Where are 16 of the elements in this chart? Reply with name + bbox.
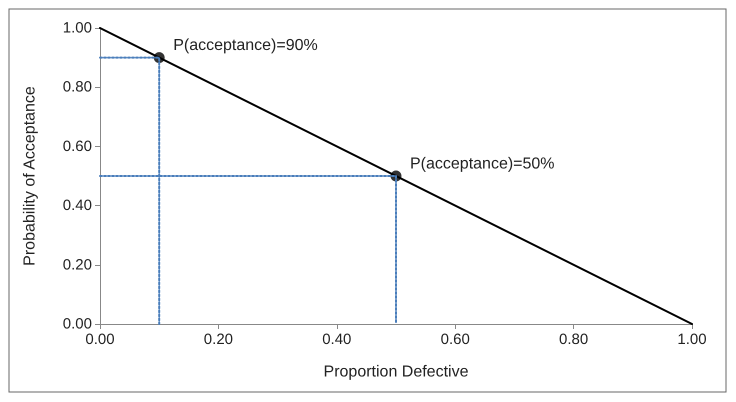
y-tick-label: 0.40 [62, 197, 92, 214]
y-tick-label: 0.00 [62, 316, 92, 332]
x-tick-label: 0.20 [204, 331, 233, 348]
annotation: P(acceptance)=90% [173, 37, 318, 54]
x-tick-label: 0.40 [322, 331, 352, 348]
y-axis-title: Probability of Acceptance [22, 86, 38, 266]
x-tick-label: 0.80 [559, 331, 588, 348]
x-tick-label: 1.00 [677, 331, 707, 348]
x-tick-label: 0.00 [85, 331, 115, 348]
y-tick-label: 0.80 [62, 78, 92, 96]
y-tick-label: 0.60 [62, 138, 92, 155]
x-tick-label: 0.60 [440, 331, 470, 348]
y-tick-label: 0.20 [62, 256, 92, 274]
x-axis-title: Proportion Defective [324, 364, 469, 380]
y-tick-label: 1.00 [62, 20, 92, 36]
annotation: P(acceptance)=50% [410, 156, 555, 172]
